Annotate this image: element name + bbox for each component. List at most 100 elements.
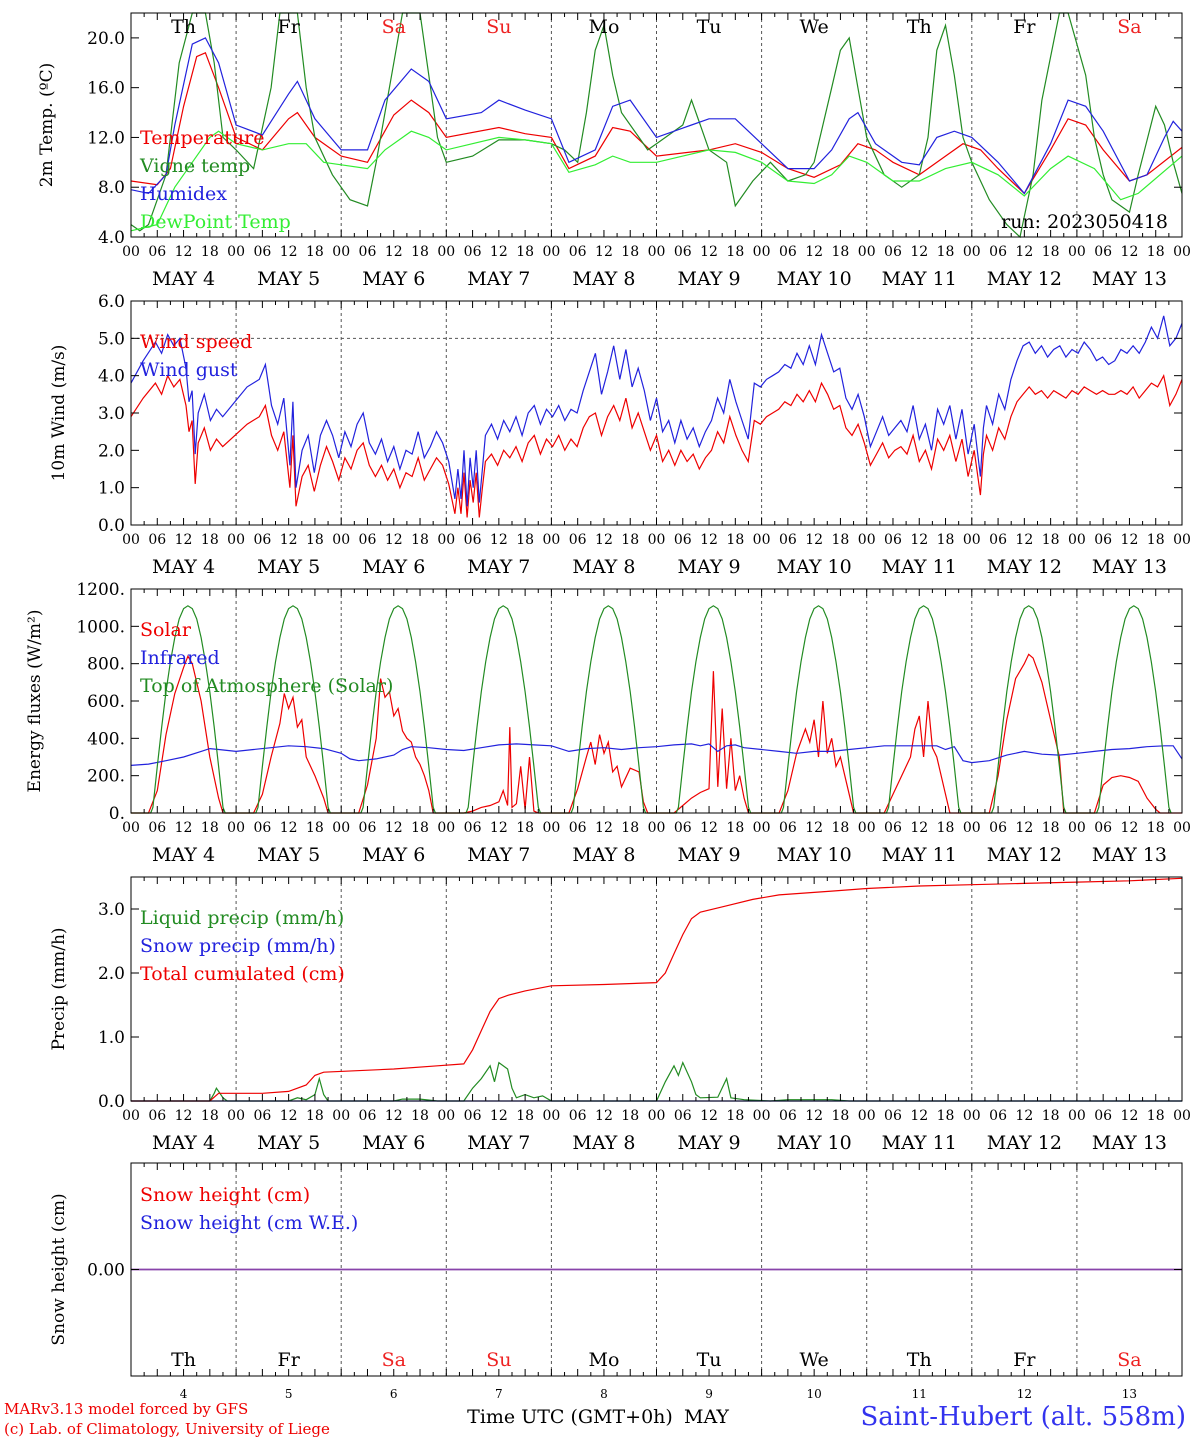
weekday-label-bottom: We xyxy=(800,1349,829,1371)
hour-label: 18 xyxy=(1147,820,1165,836)
hour-label: 00 xyxy=(1173,244,1191,260)
y-tick-label: 12.0 xyxy=(87,128,125,148)
hour-label: 18 xyxy=(411,244,429,260)
hour-label: 00 xyxy=(122,244,140,260)
legend-entry: Wind gust xyxy=(140,359,238,381)
hour-label: 18 xyxy=(1042,244,1060,260)
panel-temp: 4.0 8.0 12.0 16.0 20.0 2m Temp. (ºC) Temperatu… xyxy=(37,12,1191,290)
hour-label: 06 xyxy=(674,532,692,548)
y-tick-label: 2.0 xyxy=(98,964,125,984)
hour-label: 06 xyxy=(989,244,1007,260)
hour-label: 18 xyxy=(411,820,429,836)
weekday-label-bottom: Su xyxy=(486,1349,511,1371)
hour-label: 00 xyxy=(858,820,876,836)
hour-label: 18 xyxy=(306,532,324,548)
hour-label: 12 xyxy=(385,820,403,836)
hour-label: 06 xyxy=(253,532,271,548)
hour-label: 18 xyxy=(621,244,639,260)
weekday-label-top: Tu xyxy=(697,16,722,38)
date-label: MAY 5 xyxy=(257,556,320,578)
hour-label: 12 xyxy=(490,1108,508,1124)
hour-label: 06 xyxy=(464,532,482,548)
hour-label: 06 xyxy=(674,244,692,260)
hour-label: 12 xyxy=(595,820,613,836)
hour-label: 18 xyxy=(516,244,534,260)
date-label: MAY 8 xyxy=(572,1132,635,1154)
hour-label: 12 xyxy=(385,1108,403,1124)
hour-label: 06 xyxy=(569,1108,587,1124)
date-label: MAY 10 xyxy=(777,844,852,866)
hour-label: 00 xyxy=(227,1108,245,1124)
run-label: run: 2023050418 xyxy=(1001,211,1168,233)
hour-label: 00 xyxy=(542,820,560,836)
hour-label: 12 xyxy=(280,1108,298,1124)
weekday-label-top: We xyxy=(800,16,829,38)
weekday-label-bottom: Sa xyxy=(1117,1349,1141,1371)
hour-label: 06 xyxy=(464,820,482,836)
hour-label: 18 xyxy=(832,820,850,836)
hour-label: 00 xyxy=(753,532,771,548)
day-number-label: 11 xyxy=(912,1387,927,1401)
date-label: MAY 6 xyxy=(362,268,425,290)
hour-label: 18 xyxy=(726,1108,744,1124)
hour-label: 18 xyxy=(201,532,219,548)
hour-label: 06 xyxy=(989,532,1007,548)
hour-label: 18 xyxy=(411,1108,429,1124)
hour-label: 06 xyxy=(989,820,1007,836)
hour-label: 00 xyxy=(542,1108,560,1124)
y-tick-label: 0.00 xyxy=(87,1261,125,1281)
weekday-label-bottom: Th xyxy=(171,1349,196,1371)
hour-label: 12 xyxy=(595,244,613,260)
hour-label: 12 xyxy=(280,820,298,836)
date-label: MAY 13 xyxy=(1092,1132,1167,1154)
hour-label: 12 xyxy=(1121,532,1139,548)
series-vigne-temp xyxy=(130,12,1183,239)
x-axis-month: MAY xyxy=(684,1406,729,1428)
hour-label: 06 xyxy=(148,244,166,260)
hour-label: 00 xyxy=(648,532,666,548)
hour-label: 18 xyxy=(726,244,744,260)
legend-entry: Snow height (cm W.E.) xyxy=(140,1212,358,1234)
date-label: MAY 11 xyxy=(882,1132,957,1154)
hour-label: 12 xyxy=(175,1108,193,1124)
hour-label: 00 xyxy=(963,820,981,836)
date-label: MAY 4 xyxy=(152,844,215,866)
hour-label: 06 xyxy=(569,532,587,548)
date-label: MAY 8 xyxy=(572,268,635,290)
hour-label: 12 xyxy=(280,532,298,548)
hour-label: 12 xyxy=(490,820,508,836)
hour-label: 00 xyxy=(648,1108,666,1124)
weekday-label-top: Su xyxy=(486,16,511,38)
hour-label: 00 xyxy=(227,532,245,548)
hour-label: 18 xyxy=(832,1108,850,1124)
hour-label: 18 xyxy=(201,1108,219,1124)
hour-label: 18 xyxy=(1147,244,1165,260)
series-total-cumulated-cm- xyxy=(131,877,1183,1102)
hour-label: 06 xyxy=(148,532,166,548)
hour-label: 18 xyxy=(1042,820,1060,836)
date-label: MAY 5 xyxy=(257,844,320,866)
y-tick-label: 1200. xyxy=(76,580,125,600)
legend-entry: Vigne temp xyxy=(139,155,250,177)
hour-label: 00 xyxy=(858,244,876,260)
day-number-label: 4 xyxy=(180,1387,188,1401)
model-credit: MARv3.13 model forced by GFS xyxy=(4,1400,249,1418)
plot-frame xyxy=(130,300,1183,526)
hour-label: 18 xyxy=(937,532,955,548)
legend-entry: Humidex xyxy=(140,183,227,205)
hour-label: 06 xyxy=(779,244,797,260)
plot-frame xyxy=(130,588,1183,814)
date-label: MAY 13 xyxy=(1092,268,1167,290)
hour-label: 12 xyxy=(700,820,718,836)
y-tick-label: 200. xyxy=(87,767,125,787)
hour-label: 12 xyxy=(175,532,193,548)
hour-label: 06 xyxy=(1094,244,1112,260)
hour-label: 00 xyxy=(753,244,771,260)
hour-label: 00 xyxy=(332,244,350,260)
y-axis-label: 2m Temp. (ºC) xyxy=(37,63,57,188)
date-label: MAY 4 xyxy=(152,556,215,578)
hour-label: 06 xyxy=(359,532,377,548)
date-label: MAY 12 xyxy=(987,1132,1062,1154)
hour-label: 00 xyxy=(858,532,876,548)
